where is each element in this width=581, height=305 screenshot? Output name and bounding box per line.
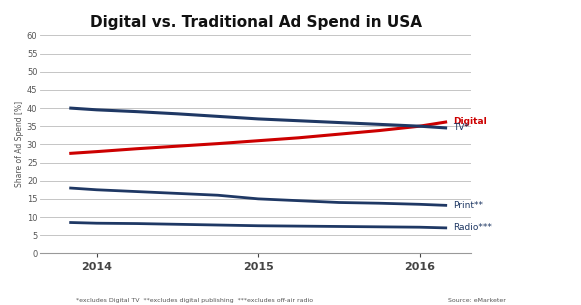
Title: Digital vs. Traditional Ad Spend in USA: Digital vs. Traditional Ad Spend in USA [89,15,422,30]
Text: Source: eMarketer: Source: eMarketer [447,299,505,303]
Text: Print**: Print** [453,201,483,210]
Text: TV*: TV* [453,124,469,132]
Text: Digital: Digital [453,117,486,126]
Text: Radio***: Radio*** [453,224,492,232]
Text: *excludes Digital TV  **excludes digital publishing  ***excludes off-air radio: *excludes Digital TV **excludes digital … [76,299,313,303]
Y-axis label: Share of Ad Spend [%]: Share of Ad Spend [%] [15,101,24,187]
